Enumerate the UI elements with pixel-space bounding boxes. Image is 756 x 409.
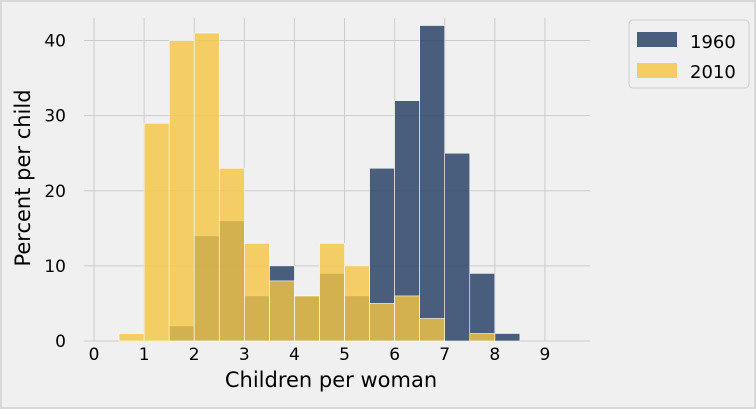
bar-2010-bin-1: [143, 122, 170, 342]
bar-2010-bin-14: [469, 333, 496, 342]
x-tick-label: 3: [239, 345, 250, 365]
histogram-bars: [118, 25, 521, 342]
bar-2010-bin-8: [319, 243, 345, 342]
x-tick-label: 2: [189, 345, 200, 365]
bar-2010-bin-7: [294, 295, 320, 342]
bar-1960-bin-12: [419, 25, 446, 342]
bar-1960-bin-13: [444, 152, 471, 342]
bar-2010-bin-11: [394, 295, 420, 342]
legend-label-1960: 1960: [690, 32, 736, 53]
x-tick-label: 9: [539, 345, 550, 365]
y-tick-label: 30: [44, 107, 66, 127]
bar-2010-bin-0: [118, 333, 145, 342]
bar-2010-bin-3: [193, 32, 220, 342]
x-tick-labels: 0 1 2 3 4 5 6 7 8 9: [89, 345, 551, 365]
legend-swatch-1960: [637, 32, 677, 47]
y-tick-label: 0: [55, 332, 66, 352]
x-tick-label: 4: [289, 345, 300, 365]
x-tick-label: 5: [339, 345, 350, 365]
x-tick-label: 8: [489, 345, 500, 365]
bar-2010-bin-2: [168, 40, 195, 342]
y-axis-label: Percent per child: [11, 89, 35, 266]
legend-swatch-2010: [637, 63, 677, 78]
y-tick-label: 20: [44, 182, 66, 202]
x-tick-label: 0: [89, 345, 100, 365]
y-tick-labels: 0 10 20 30 40: [44, 32, 66, 352]
y-tick-label: 40: [44, 32, 66, 52]
x-axis-label: Children per woman: [225, 368, 437, 392]
bar-2010-bin-9: [344, 265, 370, 342]
bar-1960-bin-15: [494, 333, 521, 342]
y-tick-label: 10: [44, 257, 66, 277]
bar-2010-bin-4: [218, 167, 245, 342]
bar-2010-bin-5: [244, 243, 270, 342]
legend-label-2010: 2010: [690, 62, 736, 83]
x-tick-label: 7: [439, 345, 450, 365]
legend: 1960 2010: [628, 19, 750, 89]
x-tick-label: 1: [139, 345, 150, 365]
bar-2010-bin-6: [269, 280, 295, 342]
bar-2010-bin-12: [419, 318, 446, 342]
bar-2010-bin-10: [369, 303, 395, 342]
x-tick-label: 6: [389, 345, 400, 365]
bar-1960-bin-14: [469, 273, 496, 342]
